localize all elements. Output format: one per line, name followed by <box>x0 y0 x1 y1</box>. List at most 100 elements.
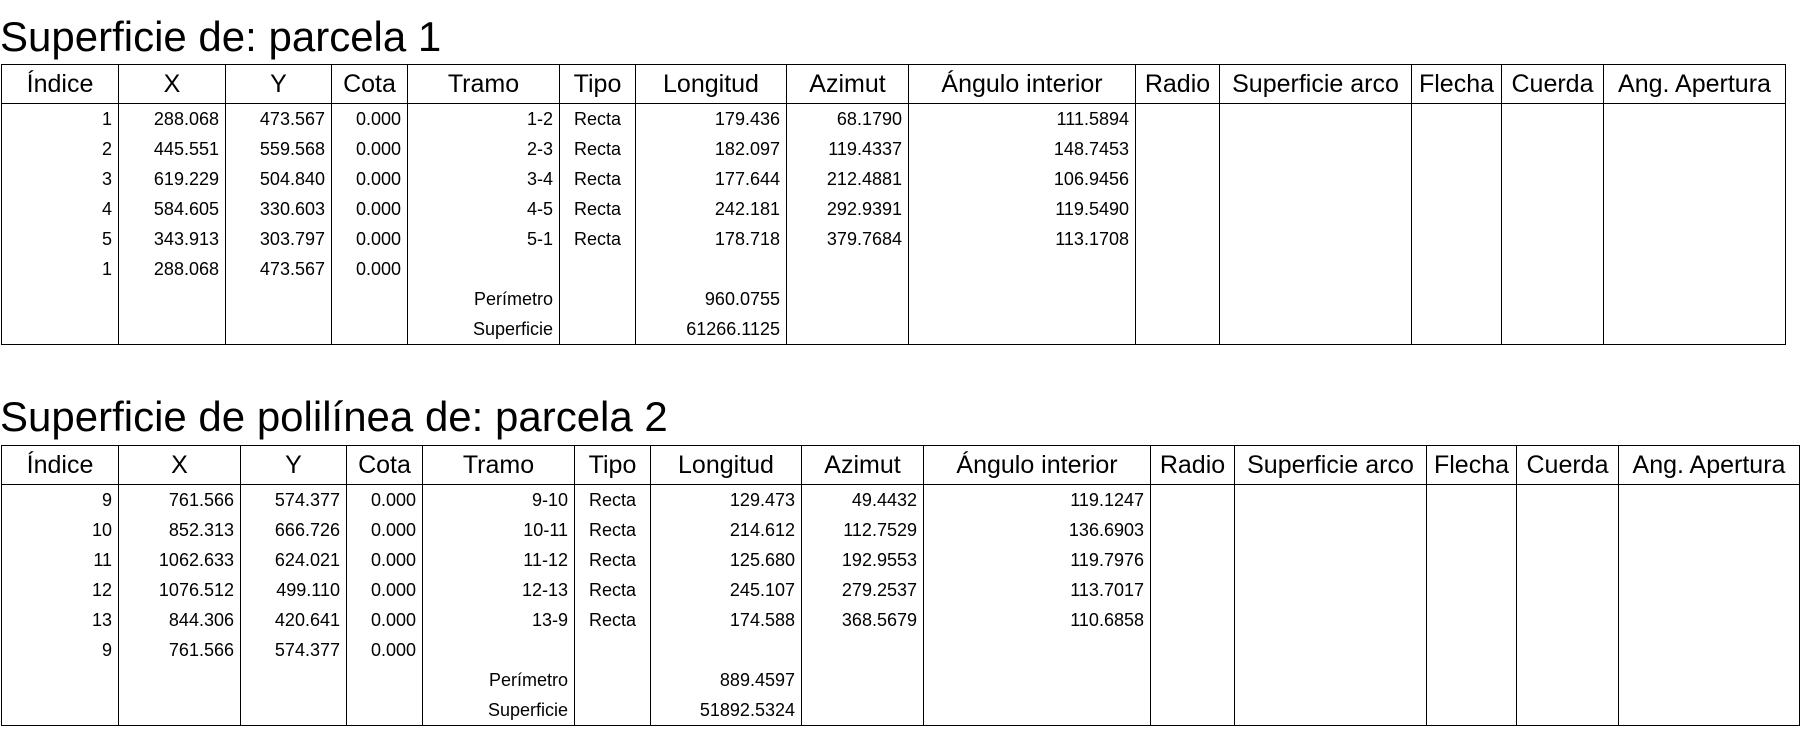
cell-cota <box>346 695 423 726</box>
cell-cota: 0.000 <box>331 134 408 164</box>
column-header-cuerda: Cuerda <box>1516 445 1619 485</box>
cell-x: 844.306 <box>118 605 241 635</box>
cell-cota: 0.000 <box>331 164 408 194</box>
cell-superficie-arco <box>1219 134 1412 164</box>
cell-tramo: 12-13 <box>422 575 575 605</box>
cell-tramo <box>407 254 560 284</box>
cell-tipo: Recta <box>574 484 651 515</box>
cell-y <box>225 314 332 345</box>
cell-azimut: 112.7529 <box>801 515 924 545</box>
column-header-tramo: Tramo <box>422 445 575 485</box>
cell-azimut <box>786 254 909 284</box>
cell-angulo-interior <box>923 635 1151 665</box>
cell-longitud: 61266.1125 <box>635 314 787 345</box>
cell-tipo: Recta <box>559 164 636 194</box>
column-header-ang-apertura: Ang. Apertura <box>1618 445 1800 485</box>
cell-flecha <box>1411 224 1502 254</box>
cell-y: 303.797 <box>225 224 332 254</box>
column-header-superficie-arco: Superficie arco <box>1219 64 1412 104</box>
cell-x: 619.229 <box>118 164 226 194</box>
cell-y <box>240 665 347 695</box>
cell-indice: 3 <box>101 168 112 189</box>
cell-cuerda <box>1501 134 1604 164</box>
cell-azimut <box>801 635 924 665</box>
table-row: Superficie 61266.1125 <box>2 314 1786 345</box>
column-header-ang-apertura: Ang. Apertura <box>1603 64 1786 104</box>
cell-flecha <box>1426 635 1517 665</box>
cell-longitud: 182.097 <box>635 134 787 164</box>
cell-longitud: 177.644 <box>635 164 787 194</box>
table-row: 11 1062.633 624.021 0.000 11-12 Recta 125.680 1… <box>2 545 1800 575</box>
cell-cuerda <box>1516 605 1619 635</box>
column-header-cota: Cota <box>331 64 408 104</box>
cell-radio <box>1150 545 1235 575</box>
cell-ang-apertura <box>1603 314 1786 345</box>
cell-flecha <box>1426 545 1517 575</box>
cell-ang-apertura <box>1603 194 1786 224</box>
cell-ang-apertura <box>1618 545 1800 575</box>
cell-superficie-arco <box>1219 254 1412 284</box>
cell-y: 473.567 <box>225 254 332 284</box>
cell-angulo-interior: 119.5490 <box>908 194 1136 224</box>
cell-x: 1062.633 <box>118 545 241 575</box>
cell-indice: 9 <box>101 489 112 510</box>
column-header-longitud: Longitud <box>635 64 787 104</box>
cell-x: 584.605 <box>118 194 226 224</box>
cell-ang-apertura <box>1618 695 1800 726</box>
cell-flecha <box>1411 284 1502 314</box>
table-row: 3 619.229 504.840 0.000 3-4 Recta 177.644 212.4… <box>2 164 1786 194</box>
column-header-azimut: Azimut <box>801 445 924 485</box>
cell-longitud: 178.718 <box>635 224 787 254</box>
cell-radio <box>1135 254 1220 284</box>
cell-cuerda <box>1516 484 1619 515</box>
cell-azimut: 368.5679 <box>801 605 924 635</box>
cell-superficie-arco <box>1219 194 1412 224</box>
cell-x: 288.068 <box>118 254 226 284</box>
cell-azimut: 119.4337 <box>786 134 909 164</box>
cell-indice <box>2 695 119 726</box>
cell-ang-apertura <box>1603 103 1786 134</box>
cell-tipo: Recta <box>559 224 636 254</box>
cell-tramo: 5-1 <box>407 224 560 254</box>
cell-ang-apertura <box>1618 605 1800 635</box>
cell-indice: 12 <box>91 579 112 600</box>
cell-cuerda <box>1501 254 1604 284</box>
cell-superficie-arco <box>1234 665 1427 695</box>
cell-azimut <box>801 695 924 726</box>
cell-azimut: 379.7684 <box>786 224 909 254</box>
cell-angulo-interior <box>908 284 1136 314</box>
cell-superficie-arco <box>1234 515 1427 545</box>
cell-cota: 0.000 <box>346 515 423 545</box>
cell-flecha <box>1411 103 1502 134</box>
cell-angulo-interior: 119.7976 <box>923 545 1151 575</box>
cell-indice: 1 <box>101 108 112 129</box>
cell-radio <box>1150 695 1235 726</box>
cell-y: 559.568 <box>225 134 332 164</box>
cell-cota: 0.000 <box>331 254 408 284</box>
column-header-y: Y <box>225 64 332 104</box>
cell-tipo: Recta <box>574 575 651 605</box>
cell-tipo: Recta <box>574 515 651 545</box>
cell-angulo-interior: 106.9456 <box>908 164 1136 194</box>
cell-cota <box>346 665 423 695</box>
cell-indice <box>2 665 119 695</box>
cell-radio <box>1135 224 1220 254</box>
cell-tramo: 10-11 <box>422 515 575 545</box>
cell-indice: 1 <box>101 258 112 279</box>
cell-radio <box>1135 103 1220 134</box>
cell-superficie-arco <box>1219 284 1412 314</box>
cell-x <box>118 695 241 726</box>
cell-x: 852.313 <box>118 515 241 545</box>
column-header-angulo-interior: Ángulo interior <box>923 445 1151 485</box>
cell-angulo-interior: 136.6903 <box>923 515 1151 545</box>
table-row: 5 343.913 303.797 0.000 5-1 Recta 178.718 379.7… <box>2 224 1786 254</box>
cell-tramo: 1-2 <box>407 103 560 134</box>
cell-tipo <box>574 665 651 695</box>
cell-y: 574.377 <box>240 484 347 515</box>
cell-longitud: 960.0755 <box>635 284 787 314</box>
cell-angulo-interior <box>908 254 1136 284</box>
cell-indice <box>2 314 119 345</box>
cell-cota: 0.000 <box>346 484 423 515</box>
cell-cota <box>331 284 408 314</box>
cell-tipo: Recta <box>574 605 651 635</box>
